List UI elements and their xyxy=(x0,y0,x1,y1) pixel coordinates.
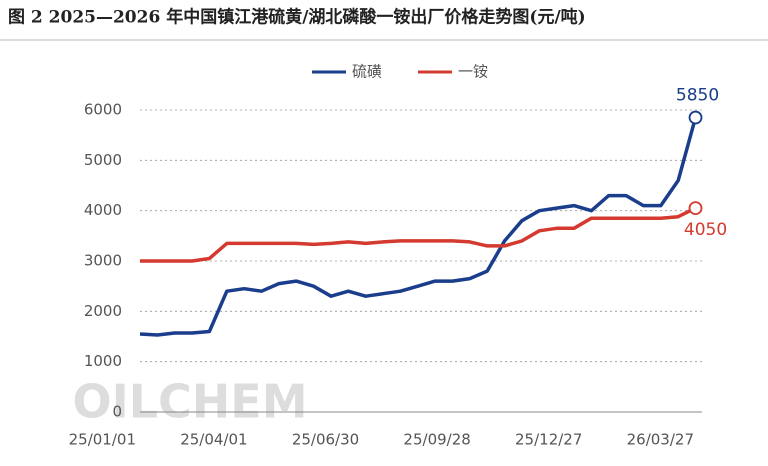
legend-label: 一铵 xyxy=(458,63,488,81)
series-line xyxy=(140,206,697,263)
chart-title: 图 2 2025—2026 年中国镇江港硫黄/湖北磷酸一铵出厂价格走势图(元/吨… xyxy=(8,7,586,28)
legend-label: 硫磺 xyxy=(352,63,382,81)
x-tick-label: 25/12/27 xyxy=(515,431,582,449)
y-tick-label: 3000 xyxy=(84,252,122,270)
y-tick-label: 4000 xyxy=(84,201,122,219)
x-tick-label: 25/06/30 xyxy=(292,431,359,449)
series-line xyxy=(139,117,698,337)
x-tick-label: 25/09/28 xyxy=(403,431,470,449)
x-tick-label: 25/01/01 xyxy=(69,431,136,449)
y-tick-label: 0 xyxy=(112,403,122,421)
data-label: 5850 xyxy=(676,86,719,106)
y-tick-label: 2000 xyxy=(84,302,122,320)
end-marker xyxy=(688,110,703,125)
end-marker xyxy=(688,201,703,216)
x-tick-label: 26/03/27 xyxy=(627,431,694,449)
y-tick-label: 6000 xyxy=(84,101,122,119)
x-tick-label: 25/04/01 xyxy=(180,431,247,449)
y-tick-label: 1000 xyxy=(84,352,122,370)
y-tick-label: 5000 xyxy=(84,151,122,169)
data-label: 4050 xyxy=(684,220,727,240)
watermark: OILCHEM xyxy=(73,375,308,429)
